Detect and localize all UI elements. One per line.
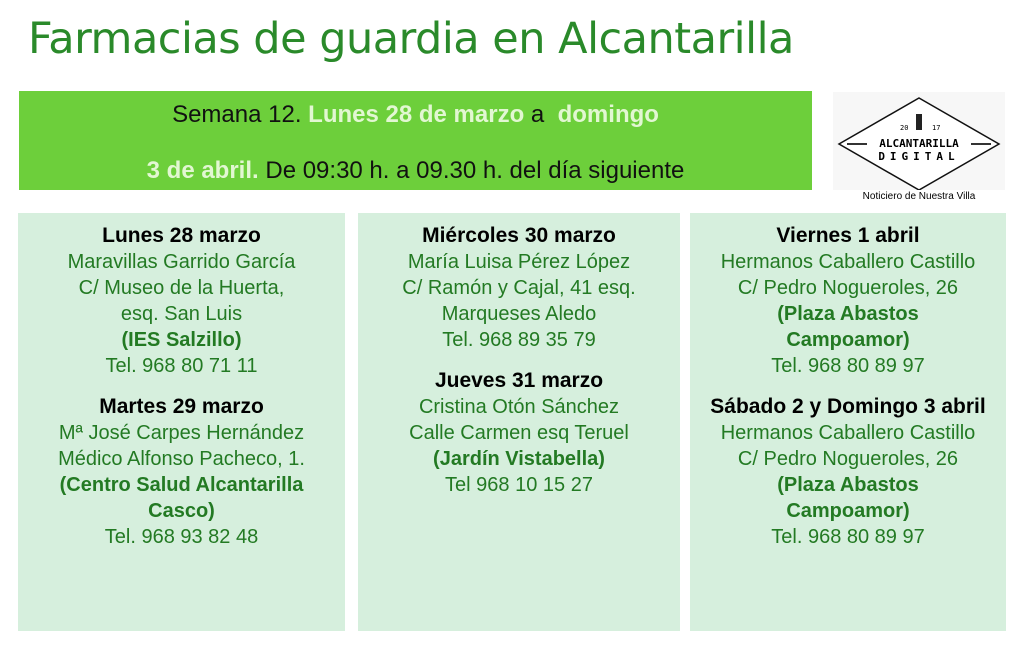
pharmacy-line: (Jardín Vistabella) [433, 448, 605, 470]
pharmacy-line: Campoamor) [786, 329, 910, 351]
banner-text: a [524, 101, 558, 128]
banner-highlight: Lunes 28 de marzo [308, 101, 525, 128]
pharmacy-line: (Plaza Abastos [777, 303, 919, 325]
pharmacy-line: Tel. 968 80 89 97 [771, 355, 925, 377]
alcantarilla-digital-logo: 20 17 ALCANTARILLA DIGITAL Noticiero de … [833, 92, 1005, 202]
banner-highlight: domingo [557, 101, 659, 128]
logo-year: 20 [900, 124, 908, 132]
day-heading: Jueves 31 marzo [434, 369, 604, 392]
pharmacy-line: C/ Pedro Nogueroles, 26 [737, 448, 959, 470]
pharmacy-line: Marqueses Aledo [441, 303, 597, 325]
day-heading: Viernes 1 abril [776, 224, 920, 247]
pharmacy-line: C/ Museo de la Huerta, [78, 277, 285, 299]
pharmacy-line: Calle Carmen esq Teruel [409, 422, 629, 444]
page-title: Farmacias de guardia en Alcantarilla [28, 14, 794, 64]
banner-highlight: . [252, 157, 259, 184]
column-card: Lunes 28 marzo Maravillas Garrido García C… [18, 213, 345, 631]
pharmacy-line: Tel 968 10 15 27 [445, 474, 593, 496]
pharmacy-entry: Jueves 31 marzo Cristina Otón Sánchez Call… [358, 367, 680, 498]
pharmacy-line: Tel. 968 89 35 79 [442, 329, 596, 351]
column-card: Miércoles 30 marzo María Luisa Pérez Lópe… [358, 213, 680, 631]
banner-highlight: 3 de abril [146, 157, 253, 184]
pharmacy-line: Médico Alfonso Pacheco, 1. [58, 448, 305, 470]
logo-caption: Noticiero de Nuestra Villa [863, 191, 976, 202]
pharmacy-line: C/ Ramón y Cajal, 41 esq. [402, 277, 636, 299]
banner-text: Semana 12. [172, 101, 309, 128]
figure-icon [916, 114, 922, 130]
pharmacy-line: (Plaza Abastos [777, 474, 919, 496]
pharmacy-line: Mª José Carpes Hernández [58, 422, 305, 444]
pharmacy-line: Campoamor) [786, 500, 910, 522]
pharmacy-entry: Viernes 1 abril Hermanos Caballero Castil… [690, 222, 1006, 379]
logo-year: 17 [932, 124, 940, 132]
column-card: Viernes 1 abril Hermanos Caballero Castil… [690, 213, 1006, 631]
pharmacy-line: Tel. 968 80 89 97 [771, 526, 925, 548]
day-heading: Miércoles 30 marzo [422, 224, 616, 247]
pharmacy-line: Maravillas Garrido García [67, 251, 296, 273]
pharmacy-line: C/ Pedro Nogueroles, 26 [737, 277, 959, 299]
pharmacy-line: Tel. 968 93 82 48 [104, 526, 259, 548]
day-heading: Sábado 2 y Domingo 3 abril [710, 395, 986, 418]
pharmacy-line: Casco) [148, 500, 215, 522]
pharmacy-line: Tel. 968 80 71 11 [105, 355, 258, 377]
pharmacy-entry: Lunes 28 marzo Maravillas Garrido García C… [18, 222, 345, 379]
day-heading: Martes 29 marzo [99, 395, 264, 418]
banner-text: De 09:30 h. a 09.30 h. del día siguiente [258, 157, 685, 184]
pharmacy-line: (Centro Salud Alcantarilla [59, 474, 304, 496]
day-heading: Lunes 28 marzo [102, 224, 261, 247]
pharmacy-line: Hermanos Caballero Castillo [720, 251, 976, 273]
pharmacy-entry: Martes 29 marzo Mª José Carpes Hernández M… [18, 393, 345, 550]
pharmacy-entry: Miércoles 30 marzo María Luisa Pérez Lópe… [358, 222, 680, 353]
week-banner: Semana 12. Lunes 28 de marzo a domingo 3… [19, 91, 812, 190]
pharmacy-line: esq. San Luis [120, 303, 243, 325]
logo-text: ALCANTARILLA [879, 137, 959, 150]
pharmacy-line: (IES Salzillo) [121, 329, 242, 351]
pharmacy-line: Hermanos Caballero Castillo [720, 422, 976, 444]
pharmacy-line: Cristina Otón Sánchez [418, 396, 620, 418]
pharmacy-entry: Sábado 2 y Domingo 3 abril Hermanos Cabal… [690, 393, 1006, 550]
pharmacy-line: María Luisa Pérez López [407, 251, 631, 273]
logo-text: DIGITAL [878, 150, 959, 163]
